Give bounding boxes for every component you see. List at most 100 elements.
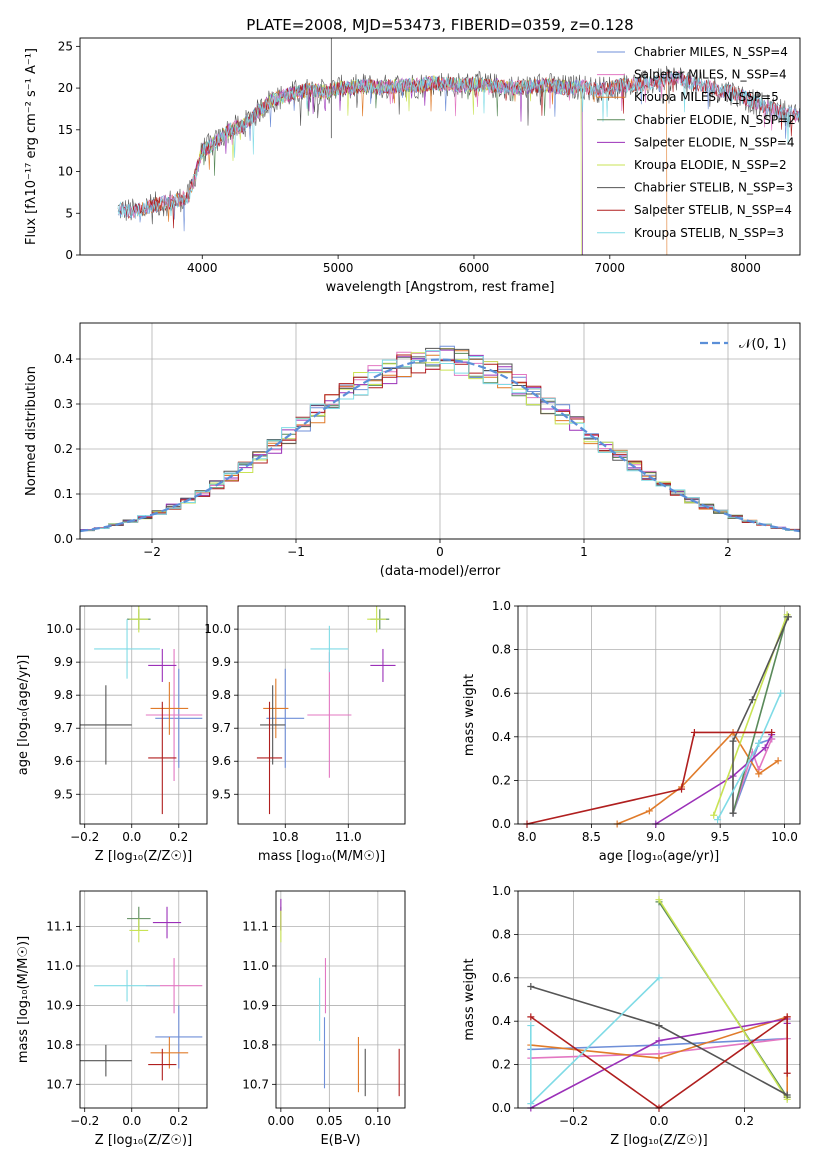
weight-series-chabrier_stelib <box>527 982 791 1099</box>
weight-marker-kroupa_miles <box>755 770 763 778</box>
legend-label-kroupa_elodie: Kroupa ELODIE, N_SSP=2 <box>634 158 787 172</box>
errorbar-chabrier_stelib <box>80 1044 132 1077</box>
errorbar-salpeter_elodie <box>152 906 182 939</box>
x-axis-label: Z [log₁₀(Z/Z☉)] <box>610 1133 707 1148</box>
errorbar-kroupa_miles <box>150 681 189 735</box>
y-tick-label: 0.4 <box>492 730 511 744</box>
panel-mass_vs_Z: −0.2 0.0 0.2 10.7 10.8 10.9 11.0 11.1 Z [log₁₀(Z… <box>16 890 208 1148</box>
y-tick-label: 0.4 <box>54 352 73 366</box>
errorbar-kroupa_miles <box>263 678 289 739</box>
y-axis-label: mass weight <box>462 958 477 1040</box>
x-axis-label: mass [log₁₀(M/M☉)] <box>258 849 385 864</box>
axes-frame <box>517 605 801 825</box>
errorbar-chabrier_stelib <box>260 685 286 765</box>
weight-line-salpeter_miles <box>732 738 773 814</box>
y-tick-label: 0 <box>65 248 73 262</box>
weight-marker-salpeter_stelib <box>783 1013 791 1021</box>
x-axis-label: E(B-V) <box>320 1133 360 1148</box>
x-tick-label: 1 <box>580 545 588 559</box>
y-axis-label: mass weight <box>462 674 477 756</box>
weight-marker-salpeter_stelib <box>527 1013 535 1021</box>
y-tick-label: 11.1 <box>46 920 73 934</box>
weight-marker-kroupa_stelib <box>777 689 785 697</box>
y-tick-label: 0.3 <box>54 397 73 411</box>
panel-mass_vs_ebv: 0.00 0.05 0.10 10.7 10.8 10.9 11.0 11.1 E(B-V) <box>242 890 406 1148</box>
legend-label-salpeter_miles: Salpeter MILES, N_SSP=4 <box>634 68 787 82</box>
weight-marker-salpeter_elodie <box>655 1037 663 1045</box>
y-axis-label: age [log₁₀(age/yr)] <box>16 655 31 776</box>
x-axis-label: (data-model)/error <box>380 564 501 579</box>
plot-area <box>256 606 396 815</box>
y-tick-label: 0.4 <box>492 1014 511 1028</box>
weight-marker-chabrier_stelib <box>748 696 756 704</box>
axis-ticks: −0.2 0.0 0.2 9.5 9.6 9.7 9.8 9.9 10.0 <box>46 622 188 844</box>
weight-marker-salpeter_stelib <box>783 1069 791 1077</box>
y-tick-label: 0.2 <box>492 1058 511 1072</box>
x-tick-label: 6000 <box>459 261 490 275</box>
y-tick-label: 10 <box>58 165 73 179</box>
y-tick-label: 20 <box>58 81 73 95</box>
y-tick-label: 9.8 <box>54 688 73 702</box>
x-tick-label: 10.8 <box>272 830 299 844</box>
legend-label-kroupa_stelib: Kroupa STELIB, N_SSP=3 <box>634 226 784 240</box>
axis-ticks: −0.2 0.0 0.2 10.7 10.8 10.9 11.0 11.1 <box>46 920 188 1128</box>
x-tick-label: 0 <box>436 545 444 559</box>
errorbar-kroupa_stelib <box>94 619 160 679</box>
legend-label-salpeter_stelib: Salpeter STELIB, N_SSP=4 <box>634 203 792 217</box>
normal-curve <box>80 358 800 533</box>
y-tick-label: 25 <box>58 39 73 53</box>
weight-line-kroupa_elodie <box>658 899 788 1100</box>
weight-line-chabrier_stelib <box>732 616 790 814</box>
y-tick-label: 0.8 <box>492 643 511 657</box>
weight-marker-kroupa_stelib <box>755 739 763 747</box>
x-tick-label: −1 <box>287 545 305 559</box>
legend-label-kroupa_miles: Kroupa MILES, N_SSP=5 <box>634 90 779 104</box>
grid-lines <box>238 606 405 824</box>
y-tick-label: 0.2 <box>54 442 73 456</box>
x-tick-label: 4000 <box>187 261 218 275</box>
weight-series-chabrier_stelib <box>729 613 792 817</box>
y-tick-label: 9.5 <box>54 787 73 801</box>
y-tick-label: 0.6 <box>492 686 511 700</box>
weight-marker-kroupa_elodie <box>655 896 663 904</box>
panels: 4000 5000 6000 7000 80000510152025wavelength… <box>16 16 801 1148</box>
y-tick-label: 10.9 <box>242 998 269 1012</box>
y-tick-label: 10.8 <box>242 1038 269 1052</box>
weight-line-salpeter_stelib <box>526 731 772 825</box>
x-tick-label: 8000 <box>730 261 761 275</box>
weight-marker-kroupa_elodie <box>710 811 718 819</box>
weight-marker-salpeter_elodie <box>761 744 769 752</box>
x-tick-label: 9.5 <box>711 830 730 844</box>
x-tick-label: 8.0 <box>517 830 536 844</box>
y-tick-label: 0.6 <box>492 971 511 985</box>
panel-weight_vs_age: 8.0 8.5 9.0 9.5 10.0 0.0 0.2 0.4 0.6 0.8 1.0 age [l… <box>462 599 801 864</box>
y-tick-label: 11.0 <box>242 959 269 973</box>
y-tick-label: 9.6 <box>212 754 231 768</box>
legend: Chabrier MILES, N_SSP=4 Salpeter MILES, N… <box>597 45 796 240</box>
weight-marker-kroupa_stelib <box>527 1100 535 1108</box>
errorbar-chabrier_miles <box>155 1005 203 1069</box>
axis-ticks: −2 −1 0 1 2 0.0 0.1 0.2 0.3 0.4 <box>54 352 732 559</box>
grid-lines <box>80 891 207 1108</box>
x-tick-label: 0.0 <box>649 1114 668 1128</box>
plot-area <box>117 38 800 255</box>
y-tick-label: 9.5 <box>212 787 231 801</box>
errorbar-salpeter_elodie <box>148 648 177 682</box>
x-axis-label: Z [log₁₀(Z/Z☉)] <box>95 1133 192 1148</box>
errorbar-kroupa_stelib <box>94 969 160 1002</box>
x-tick-label: −2 <box>143 545 161 559</box>
errorbar-salpeter_stelib <box>148 701 177 815</box>
panel-residual_hist: −2 −1 0 1 2 0.0 0.1 0.2 0.3 0.4 (data-model)/error… <box>24 322 801 579</box>
y-tick-label: 1.0 <box>492 599 511 613</box>
y-tick-label: 10.0 <box>204 622 231 636</box>
axes-frame <box>237 605 406 825</box>
x-tick-label: 5000 <box>323 261 354 275</box>
x-tick-label: 7000 <box>595 261 626 275</box>
weight-marker-kroupa_stelib <box>714 816 722 824</box>
weight-marker-chabrier_stelib <box>729 809 737 817</box>
y-tick-label: 5 <box>65 206 73 220</box>
y-tick-label: 11.1 <box>242 920 269 934</box>
x-tick-label: −0.2 <box>70 830 99 844</box>
panel-spectrum: 4000 5000 6000 7000 8000 0 5 10 15 20 25 wavelength… <box>24 16 801 295</box>
